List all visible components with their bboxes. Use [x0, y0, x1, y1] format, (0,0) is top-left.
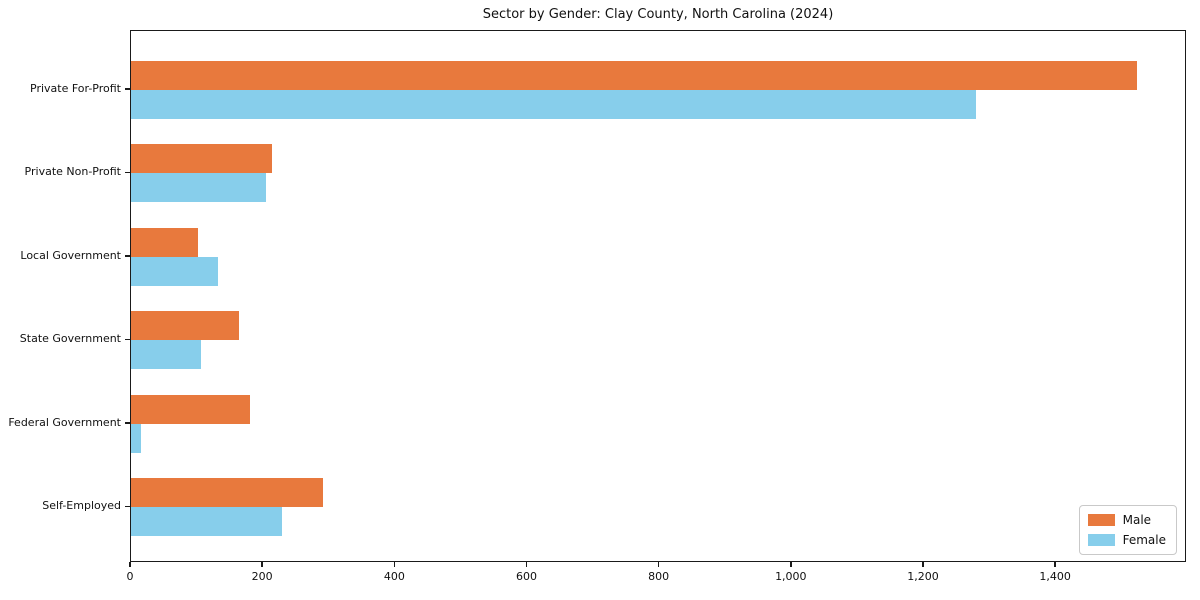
y-tick-mark — [125, 88, 130, 90]
chart-title: Sector by Gender: Clay County, North Car… — [482, 7, 834, 22]
x-tick-mark — [1054, 562, 1056, 567]
x-tick-mark — [657, 562, 660, 567]
legend: Male Female — [1078, 505, 1177, 555]
y-tick-mark — [125, 422, 130, 424]
bar-female-local-government — [131, 256, 218, 286]
bar-female-private-non-profit — [131, 173, 267, 203]
x-tick-mark — [922, 562, 924, 567]
x-tick-mark — [261, 562, 263, 567]
bar-female-state-government — [131, 340, 202, 370]
bar-male-state-government — [131, 311, 239, 341]
bar-female-self-employed — [131, 507, 282, 537]
y-tick-mark — [125, 505, 130, 507]
x-tick-label-1400: 1,400 — [1039, 570, 1071, 583]
y-tick-mark — [125, 338, 130, 340]
y-tick-mark — [125, 171, 130, 173]
y-tick-label-local-government: Local Government — [20, 248, 121, 262]
x-tick-mark — [525, 562, 528, 567]
x-tick-label-1000: 1,000 — [775, 570, 807, 583]
bar-male-federal-government — [131, 394, 250, 424]
legend-swatch-male — [1087, 514, 1115, 526]
y-tick-label-private-non-profit: Private Non-Profit — [24, 165, 121, 179]
y-tick-label-self-employed: Self-Employed — [42, 499, 121, 513]
x-tick-mark — [790, 562, 792, 567]
legend-swatch-female — [1087, 534, 1115, 546]
x-tick-label-800: 800 — [648, 570, 670, 583]
y-tick-label-private-for-profit: Private For-Profit — [30, 81, 121, 95]
x-tick-label-400: 400 — [383, 570, 405, 583]
x-tick-mark — [129, 562, 131, 567]
y-tick-label-state-government: State Government — [19, 332, 121, 346]
x-tick-label-600: 600 — [515, 570, 537, 583]
x-tick-label-0: 0 — [126, 570, 134, 583]
legend-item-male: Male — [1087, 513, 1166, 527]
y-tick-label-federal-government: Federal Government — [8, 415, 121, 429]
bar-male-private-for-profit — [131, 60, 1137, 90]
legend-label: Female — [1122, 533, 1166, 547]
x-tick-label-200: 200 — [251, 570, 273, 583]
plot-area: Male Female — [130, 30, 1186, 562]
y-tick-mark — [125, 255, 130, 257]
bar-female-federal-government — [131, 423, 141, 453]
legend-label: Male — [1122, 513, 1152, 527]
bar-male-local-government — [131, 227, 199, 257]
bar-male-self-employed — [131, 478, 323, 508]
bar-male-private-non-profit — [131, 144, 272, 174]
x-tick-label-1200: 1,200 — [907, 570, 939, 583]
legend-item-female: Female — [1087, 533, 1166, 547]
x-tick-mark — [393, 562, 396, 567]
bar-female-private-for-profit — [131, 89, 976, 119]
